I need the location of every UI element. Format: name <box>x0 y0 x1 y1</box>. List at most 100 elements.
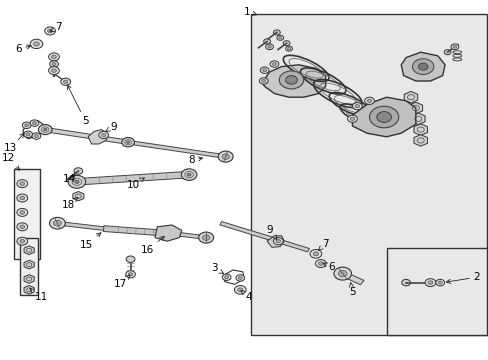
Polygon shape <box>88 130 107 144</box>
Circle shape <box>17 194 28 202</box>
Circle shape <box>401 279 409 286</box>
Circle shape <box>411 59 433 75</box>
Circle shape <box>102 134 106 137</box>
Bar <box>386 248 486 335</box>
Bar <box>20 238 38 295</box>
Polygon shape <box>262 65 325 97</box>
Circle shape <box>276 240 280 243</box>
Circle shape <box>352 103 362 110</box>
Circle shape <box>17 208 28 216</box>
Text: 18: 18 <box>62 197 78 210</box>
Text: 6: 6 <box>323 262 335 272</box>
Polygon shape <box>220 221 309 252</box>
Circle shape <box>452 45 456 48</box>
Polygon shape <box>77 171 189 185</box>
Circle shape <box>198 232 213 243</box>
Circle shape <box>224 276 228 279</box>
Text: 10: 10 <box>126 178 144 190</box>
Circle shape <box>435 279 444 286</box>
Polygon shape <box>411 113 424 125</box>
Text: 6: 6 <box>15 44 31 54</box>
Text: 17: 17 <box>114 275 130 289</box>
Polygon shape <box>24 246 34 255</box>
Circle shape <box>181 169 197 180</box>
Circle shape <box>376 112 391 122</box>
Polygon shape <box>340 271 363 285</box>
Polygon shape <box>176 232 206 239</box>
Text: 1: 1 <box>244 6 256 17</box>
Text: 3: 3 <box>211 263 223 274</box>
Circle shape <box>17 180 28 188</box>
Circle shape <box>68 175 85 188</box>
Circle shape <box>52 63 56 66</box>
Circle shape <box>313 252 318 256</box>
Circle shape <box>99 131 108 139</box>
Polygon shape <box>413 135 427 146</box>
Circle shape <box>26 133 30 136</box>
Polygon shape <box>24 285 34 294</box>
Polygon shape <box>413 124 427 135</box>
Circle shape <box>24 131 33 138</box>
Circle shape <box>49 61 58 67</box>
Circle shape <box>222 154 229 159</box>
Circle shape <box>338 270 346 277</box>
Circle shape <box>20 211 25 214</box>
Text: 7: 7 <box>318 239 328 251</box>
Circle shape <box>34 42 39 46</box>
Polygon shape <box>44 127 128 144</box>
Bar <box>251 14 486 335</box>
Polygon shape <box>57 221 104 230</box>
Circle shape <box>20 225 25 229</box>
Circle shape <box>75 180 79 184</box>
Circle shape <box>354 105 359 108</box>
Circle shape <box>269 61 278 67</box>
Text: 13: 13 <box>3 134 24 153</box>
Circle shape <box>424 279 435 287</box>
Text: 4: 4 <box>241 291 251 302</box>
Circle shape <box>285 46 292 51</box>
Circle shape <box>279 71 303 89</box>
Circle shape <box>51 69 56 72</box>
Circle shape <box>285 76 297 84</box>
Circle shape <box>122 138 134 147</box>
Circle shape <box>318 262 323 265</box>
Circle shape <box>49 217 65 229</box>
Text: 15: 15 <box>80 233 101 250</box>
Circle shape <box>315 260 325 267</box>
Polygon shape <box>73 192 83 201</box>
Circle shape <box>32 122 37 125</box>
Circle shape <box>283 41 289 46</box>
Circle shape <box>287 48 290 50</box>
Text: 2: 2 <box>446 272 479 283</box>
Circle shape <box>347 115 357 122</box>
Circle shape <box>222 274 230 280</box>
Circle shape <box>53 220 61 226</box>
Polygon shape <box>266 236 284 247</box>
Text: 12: 12 <box>1 153 20 170</box>
Circle shape <box>263 39 270 44</box>
Circle shape <box>437 281 441 284</box>
Circle shape <box>261 80 265 82</box>
Circle shape <box>417 63 427 70</box>
Circle shape <box>262 69 266 72</box>
Circle shape <box>369 106 398 128</box>
Circle shape <box>20 196 25 200</box>
Circle shape <box>44 27 55 35</box>
Circle shape <box>238 276 242 279</box>
Circle shape <box>38 125 52 135</box>
Circle shape <box>273 30 280 35</box>
Circle shape <box>63 80 68 84</box>
Circle shape <box>218 151 233 162</box>
Circle shape <box>32 133 41 139</box>
Circle shape <box>51 55 56 59</box>
Circle shape <box>43 129 47 131</box>
Text: 9: 9 <box>105 122 117 132</box>
Polygon shape <box>400 52 444 81</box>
Circle shape <box>187 173 191 176</box>
Text: 5: 5 <box>67 85 88 126</box>
Circle shape <box>427 281 432 284</box>
Text: 14: 14 <box>63 174 76 184</box>
Text: 16: 16 <box>141 237 164 255</box>
Circle shape <box>278 37 281 39</box>
Circle shape <box>276 35 283 40</box>
